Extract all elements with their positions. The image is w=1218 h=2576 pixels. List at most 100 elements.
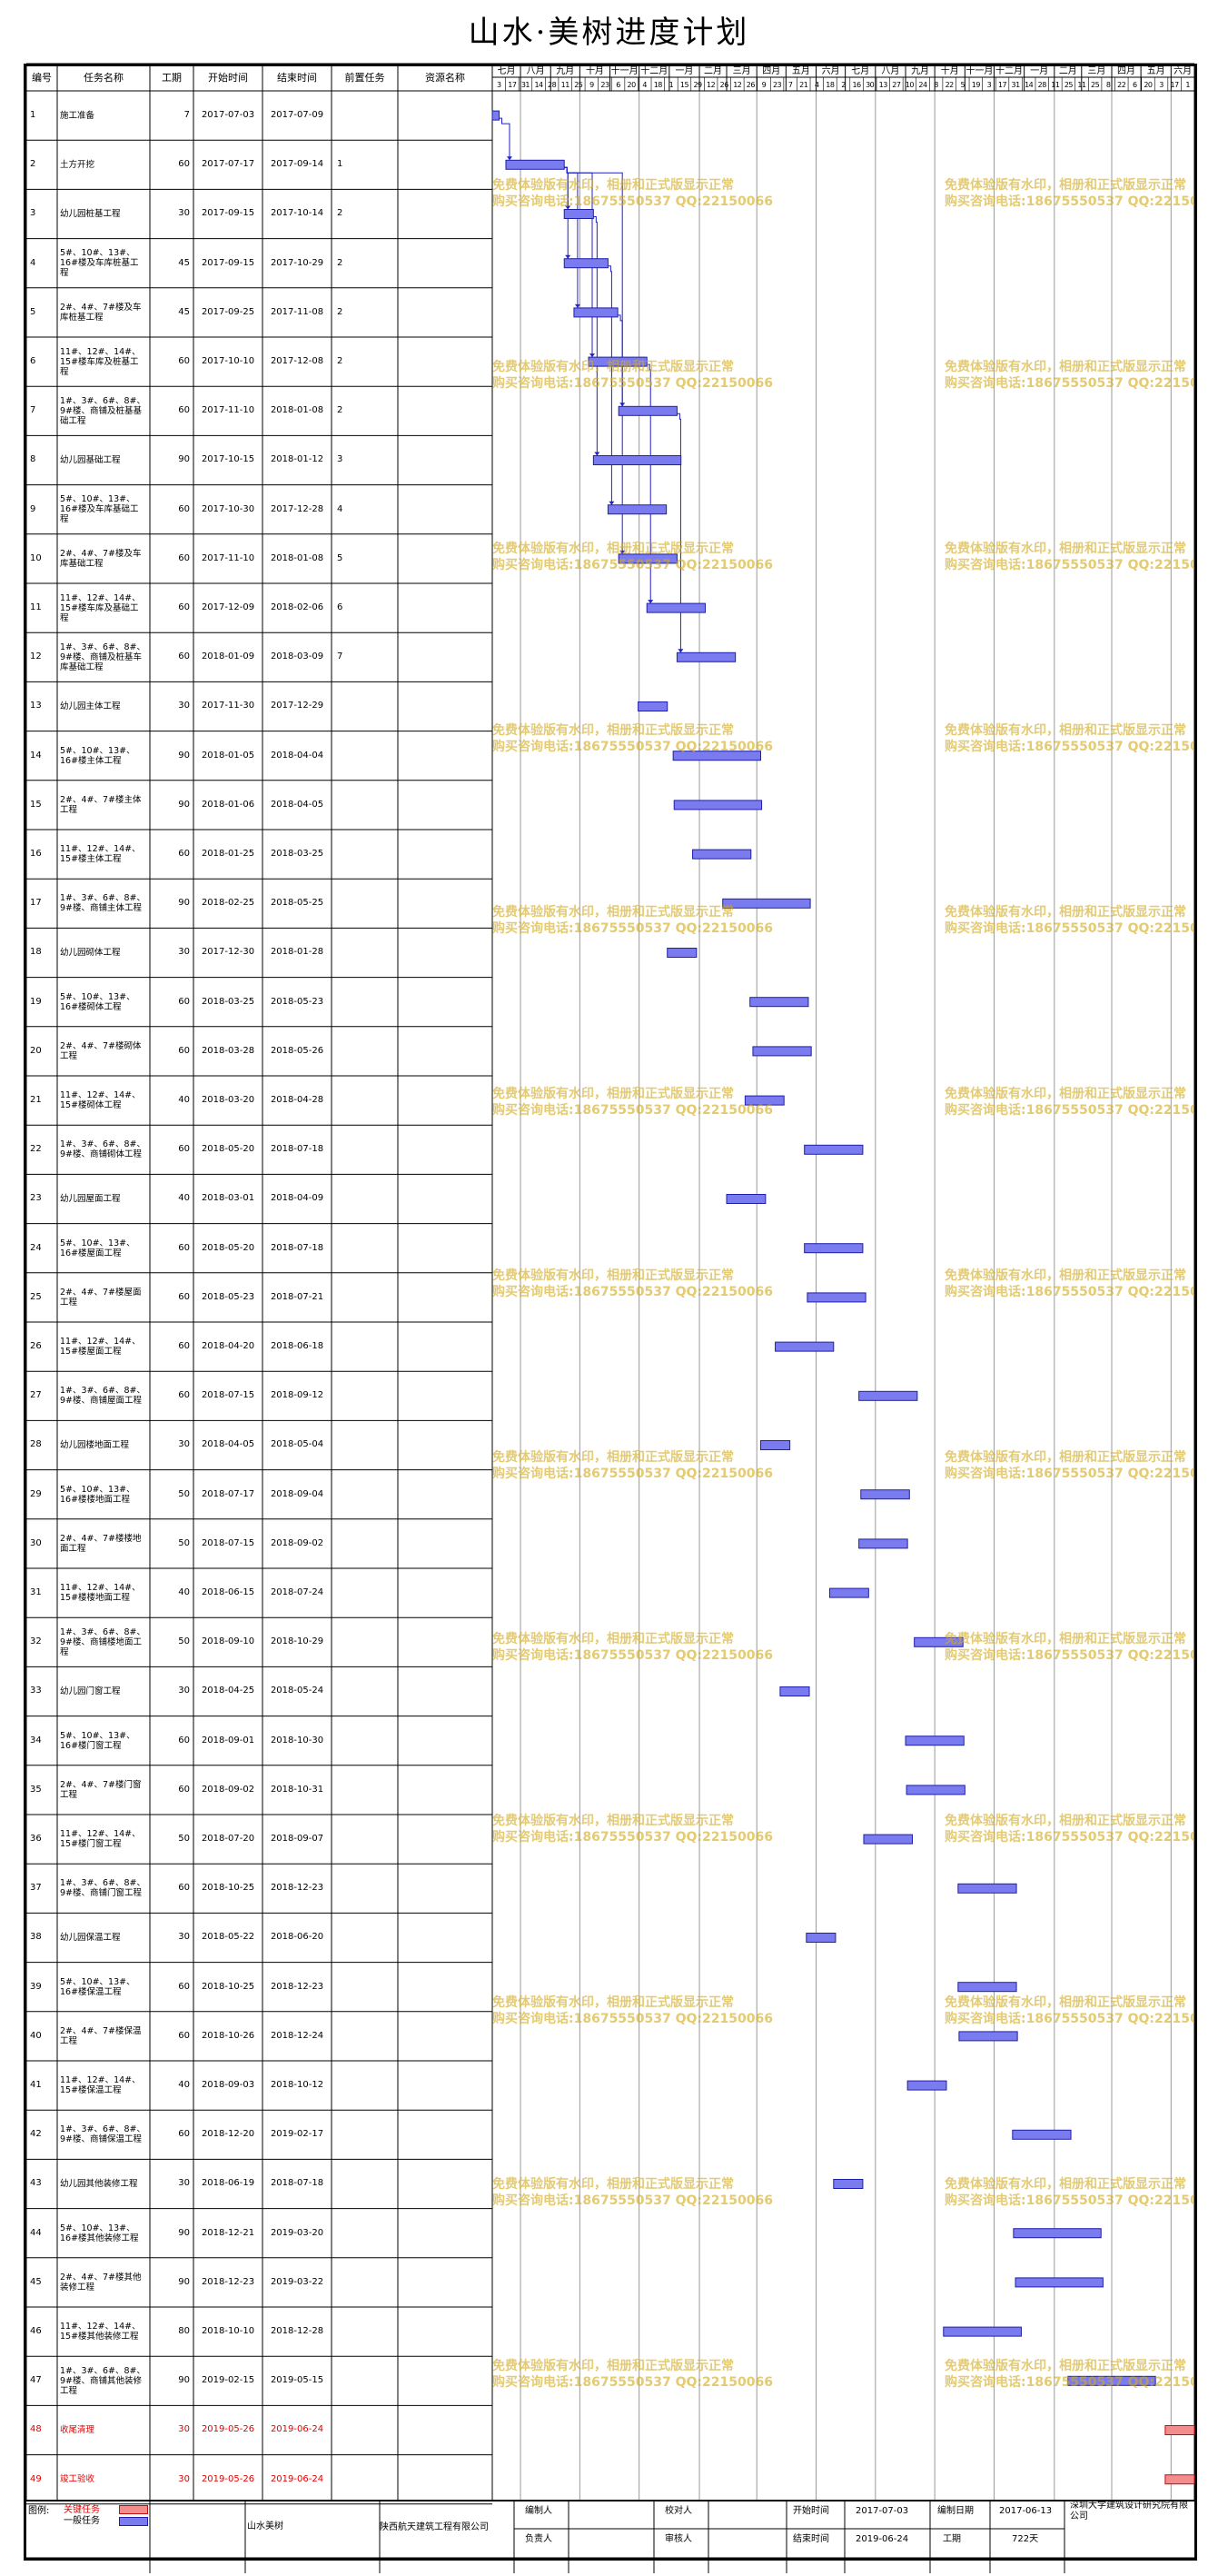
day-label: 6 (1133, 80, 1137, 89)
task-end: 2018-10-29 (270, 1636, 324, 1647)
day-label: 8 (934, 80, 938, 89)
task-end: 2017-12-08 (270, 356, 324, 367)
task-id: 37 (30, 1883, 42, 1894)
task-end: 2018-05-24 (270, 1686, 324, 1696)
day-label: 18 (653, 80, 663, 89)
task-id: 15 (30, 799, 42, 810)
task-start: 2018-09-10 (201, 1636, 255, 1647)
footer-duration-value: 722天 (1012, 2534, 1039, 2544)
task-resource (403, 2012, 489, 2061)
task-name: 5#、10#、13#、16#楼主体工程 (60, 745, 135, 766)
task-duration: 60 (178, 849, 190, 860)
task-id: 49 (30, 2473, 42, 2484)
task-duration: 45 (178, 257, 190, 268)
day-label: 30 (866, 80, 875, 89)
task-end: 2019-05-15 (270, 2375, 324, 2386)
task-bar (863, 1834, 914, 1845)
task-id: 16 (30, 849, 42, 860)
task-duration: 60 (178, 996, 190, 1007)
task-bar (752, 1046, 812, 1057)
task-name: 11#、12#、14#、15#楼砌体工程 (60, 1090, 141, 1111)
task-predecessor (337, 1666, 391, 1716)
day-label: 26 (719, 80, 729, 89)
dependency-link (499, 117, 510, 161)
task-bar (906, 2080, 947, 2091)
task-bar (1012, 2129, 1072, 2140)
task-name: 11#、12#、14#、15#楼楼地面工程 (60, 1583, 141, 1604)
day-label: 27 (892, 80, 901, 89)
day-label: 29 (693, 80, 702, 89)
task-start: 2018-10-25 (201, 1981, 255, 1992)
task-duration: 60 (178, 2129, 190, 2140)
task-resource (403, 1913, 489, 1962)
day-label: 22 (945, 80, 955, 89)
task-end: 2018-07-18 (270, 2178, 324, 2189)
task-resource (403, 534, 489, 583)
task-start: 2017-11-10 (201, 552, 255, 563)
task-duration: 60 (178, 1735, 190, 1746)
task-bar (957, 1883, 1017, 1894)
task-end: 2018-01-28 (270, 947, 324, 958)
month-label: 三月 (732, 65, 751, 76)
task-name: 11#、12#、14#、15#楼主体工程 (60, 844, 141, 865)
task-end: 2018-05-23 (270, 996, 324, 1007)
task-end: 2018-05-26 (270, 1045, 324, 1056)
task-resource (403, 1815, 489, 1864)
task-end: 2017-12-29 (270, 701, 324, 711)
month-label: 十一月 (610, 65, 639, 76)
task-duration: 60 (178, 1784, 190, 1795)
task-predecessor (337, 2110, 391, 2159)
month-label: 六月 (1173, 65, 1193, 76)
task-id: 9 (30, 503, 36, 514)
task-end: 2017-10-14 (270, 208, 324, 219)
task-resource (403, 1322, 489, 1371)
task-start: 2018-07-20 (201, 1834, 255, 1845)
task-bar (1013, 2228, 1102, 2239)
task-name: 5#、10#、13#、16#楼及车库基础工程 (60, 494, 139, 525)
task-resource (403, 1027, 489, 1076)
task-start: 2018-01-05 (201, 750, 255, 761)
task-name: 2#、4#、7#楼其他装修工程 (60, 2272, 142, 2293)
task-name: 11#、12#、14#、15#楼其他装修工程 (60, 2322, 141, 2342)
task-start: 2018-09-03 (201, 2080, 255, 2091)
task-start: 2018-10-10 (201, 2326, 255, 2337)
task-start: 2017-07-17 (201, 159, 255, 170)
task-predecessor (337, 1470, 391, 1519)
day-label: 31 (520, 80, 530, 89)
task-duration: 60 (178, 1883, 190, 1894)
task-end: 2018-10-30 (270, 1735, 324, 1746)
task-duration: 60 (178, 503, 190, 514)
task-predecessor (337, 928, 391, 977)
task-end: 2018-05-04 (270, 1439, 324, 1450)
task-start: 2017-11-30 (201, 701, 255, 711)
task-predecessor: 3 (337, 454, 343, 465)
dependency-link (618, 314, 623, 554)
task-start: 2018-07-17 (201, 1488, 255, 1499)
dependency-link (564, 166, 623, 407)
task-start: 2018-02-25 (201, 898, 255, 909)
task-duration: 50 (178, 1834, 190, 1845)
task-name: 5#、10#、13#、16#楼楼地面工程 (60, 1484, 135, 1505)
task-id: 47 (30, 2375, 42, 2386)
task-resource (403, 1125, 489, 1174)
task-name: 1#、3#、6#、8#、9#楼、商铺楼地面工程 (60, 1626, 146, 1657)
task-id: 40 (30, 2030, 42, 2041)
task-duration: 90 (178, 2375, 190, 2386)
task-name: 2#、4#、7#楼门窗工程 (60, 1779, 142, 1800)
task-predecessor (337, 781, 391, 830)
day-label: 4 (815, 80, 819, 89)
task-start: 2017-12-09 (201, 602, 255, 613)
dependency-link (564, 166, 579, 308)
task-resource (403, 1224, 489, 1273)
task-id: 35 (30, 1784, 42, 1795)
task-end: 2018-06-18 (270, 1341, 324, 1352)
task-bar (672, 751, 761, 761)
month-label: 二月 (1058, 65, 1077, 76)
task-resource (403, 2159, 489, 2208)
task-resource (403, 1273, 489, 1322)
task-duration: 30 (178, 1932, 190, 1943)
task-start: 2017-09-15 (201, 208, 255, 219)
dependency-arrow (619, 550, 626, 554)
task-end: 2018-04-05 (270, 799, 324, 810)
task-bar (673, 800, 763, 811)
